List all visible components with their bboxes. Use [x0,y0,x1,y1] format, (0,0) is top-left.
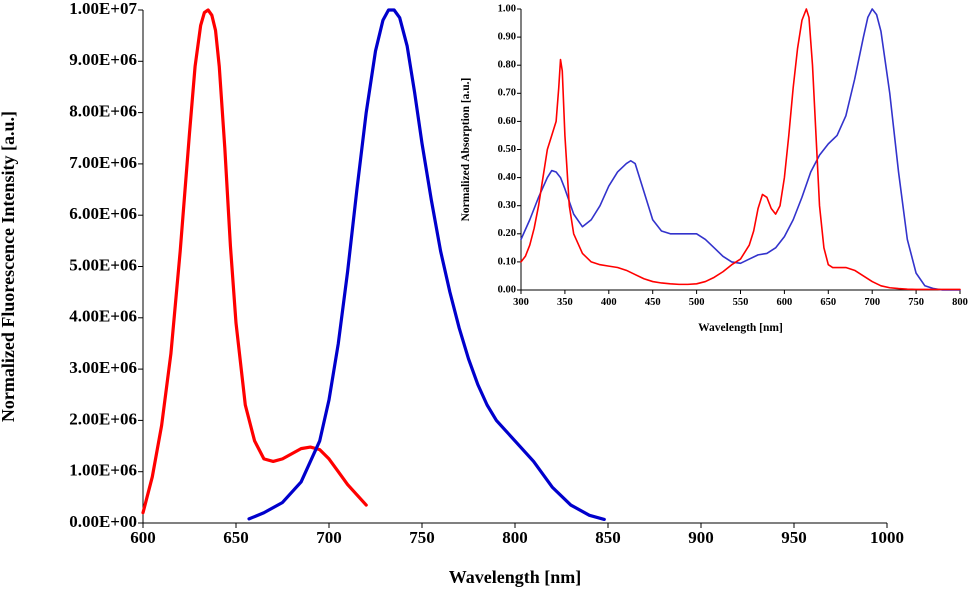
main-x-tick-label: 700 [316,528,342,547]
inset-x-tick-label: 450 [645,297,661,308]
inset-y-tick-label: 0.70 [498,88,516,99]
inset-x-tick-label: 750 [908,297,924,308]
inset-x-tick-label: 350 [557,297,573,308]
inset-x-tick-label: 800 [952,297,968,308]
inset-y-tick-label: 0.00 [498,284,516,295]
main-y-tick-label: 2.00E+06 [69,409,137,428]
main-x-tick-label: 600 [130,528,156,547]
inset-x-tick-label: 400 [601,297,617,308]
inset-x-axis-label: Wavelength [nm] [698,322,783,334]
main-x-tick-label: 1000 [870,528,904,547]
inset-y-axis-label: Normalized Absorption [a.u.] [460,78,472,222]
inset-x-tick-label: 550 [733,297,749,308]
inset-x-tick-label: 500 [689,297,705,308]
main-y-tick-label: 1.00E+07 [69,0,137,18]
main-y-tick-label: 0.00E+00 [69,512,137,531]
main-x-tick-label: 950 [781,528,807,547]
inset-series-red-line [520,8,961,291]
inset-y-tick-label: 1.00 [498,3,516,14]
main-y-tick-label: 8.00E+06 [69,102,137,121]
inset-y-tick-label: 0.40 [498,172,516,183]
inset-x-tick-label: 300 [513,297,529,308]
main-x-tick-label: 800 [502,528,528,547]
inset-y-tick-label: 0.30 [498,200,516,211]
inset-y-tick-label: 0.50 [498,144,516,155]
main-y-tick-label: 3.00E+06 [69,358,137,377]
main-series-blue-line [247,8,606,522]
inset-y-tick-label: 0.90 [498,32,516,43]
inset-plot-background [521,9,960,290]
main-y-tick-label: 4.00E+06 [69,307,137,326]
main-series-red-line [141,8,368,515]
inset-y-tick-label: 0.80 [498,60,516,71]
main-x-tick-label: 750 [409,528,435,547]
inset-chart: 300 350 400 450 500 550 600 650 700 750 800 0.00 0.1… [460,3,968,334]
main-y-tick-label: 6.00E+06 [69,204,137,223]
main-y-tick-label: 1.00E+06 [69,461,137,480]
inset-x-tick-label: 650 [820,297,836,308]
main-x-tick-label: 650 [223,528,249,547]
inset-y-tick-label: 0.10 [498,256,516,267]
main-y-tick-label: 5.00E+06 [69,255,137,274]
main-y-tick-label: 9.00E+06 [69,50,137,69]
main-x-axis-label: Wavelength [nm] [449,567,582,587]
main-chart: 600 650 700 750 800 850 900 950 1000 0.00E+00 1.00… [0,0,904,587]
inset-y-tick-label: 0.60 [498,116,516,127]
inset-x-tick-label: 700 [864,297,880,308]
main-y-axis-label: Normalized Fluorescence Intensity [a.u.] [0,111,18,422]
main-x-tick-label: 900 [688,528,714,547]
inset-x-tick-label: 600 [777,297,793,308]
inset-y-tick-label: 0.20 [498,228,516,239]
main-y-tick-label: 7.00E+06 [69,153,137,172]
main-x-tick-label: 850 [595,528,621,547]
